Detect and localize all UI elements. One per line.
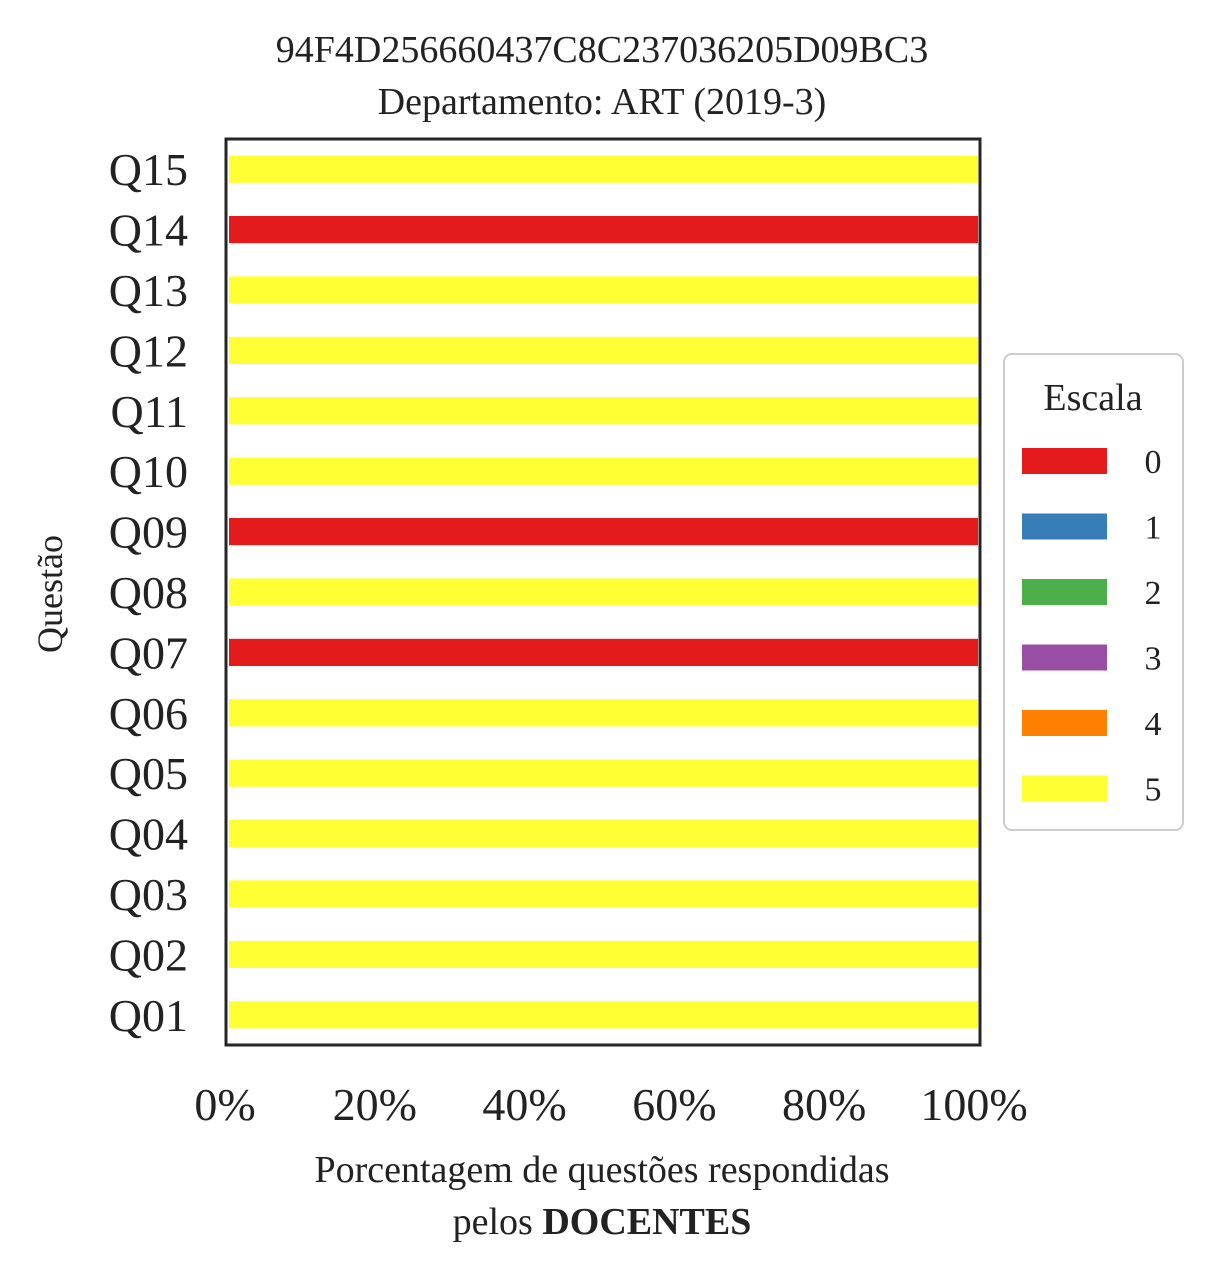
y-tick-labels: Q01 Q02 Q03 Q04 Q05 Q06 Q07 Q08 Q09 Q10 Q11 Q12 Q13 Q… <box>109 144 188 1041</box>
chart-title: 94F4D256660437C8C237036205D09BC3 Departa… <box>276 29 928 123</box>
y-tick-label-q13: Q13 <box>109 265 188 316</box>
chart-title-line-2: Departamento: ART (2019-3) <box>378 81 827 123</box>
y-tick-label-q09: Q09 <box>109 507 188 558</box>
legend-swatch-0 <box>1022 448 1107 474</box>
y-tick-label-q12: Q12 <box>109 325 188 376</box>
y-tick-label-q11: Q11 <box>110 386 188 437</box>
legend-label-4: 4 <box>1145 706 1162 743</box>
legend-swatch-4 <box>1022 710 1107 736</box>
legend-swatch-2 <box>1022 579 1107 605</box>
bar-q12-scale-5 <box>229 336 978 364</box>
legend-label-0: 0 <box>1145 444 1162 481</box>
bar-q06-scale-5 <box>229 699 978 727</box>
y-tick-label-q02: Q02 <box>109 929 188 980</box>
y-tick-label-q04: Q04 <box>109 809 188 860</box>
y-tick-label-q07: Q07 <box>109 627 188 678</box>
bars-group <box>229 155 978 1029</box>
legend-label-1: 1 <box>1145 510 1162 547</box>
x-tick-labels: 0% 20% 40% 60% 80% 100% <box>194 1079 1027 1130</box>
x-tick-label-20: 20% <box>333 1079 417 1130</box>
bar-q11-scale-5 <box>229 397 978 425</box>
x-axis-label-bold: DOCENTES <box>542 1201 751 1243</box>
bar-q13-scale-5 <box>229 276 978 304</box>
legend-swatch-1 <box>1022 513 1107 540</box>
y-tick-label-q15: Q15 <box>109 144 188 195</box>
legend-label-2: 2 <box>1145 575 1162 612</box>
y-tick-label-q03: Q03 <box>109 869 188 920</box>
bar-q04-scale-5 <box>229 820 978 848</box>
x-tick-label-40: 40% <box>482 1079 566 1130</box>
x-axis-label-line-2: pelos DOCENTES <box>453 1201 752 1243</box>
bar-q10-scale-5 <box>229 457 978 485</box>
y-tick-label-q05: Q05 <box>109 748 188 799</box>
x-axis-label-line-1: Porcentagem de questões respondidas <box>314 1149 889 1191</box>
x-tick-label-60: 60% <box>632 1079 716 1130</box>
bar-q14-scale-0 <box>229 216 978 244</box>
legend-label-3: 3 <box>1145 641 1162 678</box>
y-tick-label-q06: Q06 <box>109 688 188 739</box>
x-axis-label: Porcentagem de questões respondidas pelo… <box>314 1149 889 1243</box>
legend-title: Escala <box>1043 377 1142 419</box>
bar-q08-scale-5 <box>229 578 978 606</box>
legend: Escala 0 1 2 3 4 5 <box>1003 353 1184 831</box>
bar-q02-scale-5 <box>229 940 978 968</box>
y-tick-label-q08: Q08 <box>109 567 188 618</box>
legend-entries: 0 1 2 3 4 5 <box>1022 444 1162 809</box>
legend-label-5: 5 <box>1145 772 1162 809</box>
x-tick-label-100: 100% <box>920 1079 1027 1130</box>
y-tick-label-q14: Q14 <box>109 205 188 256</box>
y-tick-label-q01: Q01 <box>109 990 188 1041</box>
legend-swatch-5 <box>1022 775 1107 802</box>
bar-q15-scale-5 <box>229 155 978 183</box>
x-axis-label-prefix: pelos <box>453 1201 543 1243</box>
x-tick-label-80: 80% <box>782 1079 866 1130</box>
bar-q09-scale-0 <box>229 518 978 546</box>
chart-title-line-1: 94F4D256660437C8C237036205D09BC3 <box>276 29 928 71</box>
bar-q07-scale-0 <box>229 638 978 666</box>
x-tick-label-0: 0% <box>194 1079 255 1130</box>
bar-q01-scale-5 <box>229 1001 978 1029</box>
bar-q05-scale-5 <box>229 759 978 787</box>
y-axis-label: Questão <box>30 535 70 653</box>
y-tick-label-q10: Q10 <box>109 446 188 497</box>
legend-swatch-3 <box>1022 644 1107 671</box>
bar-q03-scale-5 <box>229 880 978 908</box>
plot-frame <box>224 137 982 1047</box>
